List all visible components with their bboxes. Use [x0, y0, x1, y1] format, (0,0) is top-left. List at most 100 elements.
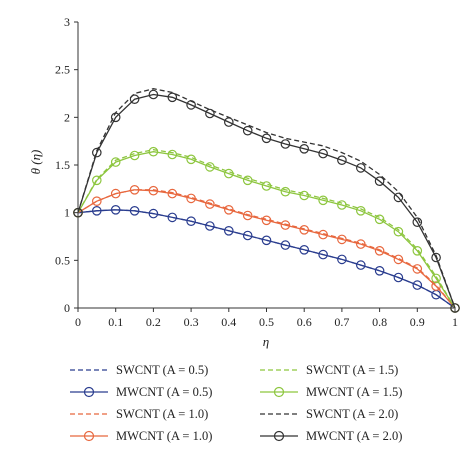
- series-7: [77, 88, 456, 309]
- data-point: [393, 192, 404, 203]
- legend-label: MWCNT (A = 1.5): [306, 385, 402, 399]
- data-point: [374, 214, 385, 225]
- data-point: [224, 117, 234, 127]
- legend-marker: [83, 430, 95, 442]
- data-point: [186, 100, 196, 110]
- axes: 0 0.1 0.2 0.3 0.4 0.5 0.6 0.7 0.8 0.9 1 0 0.5 1 1.5 2 2.…: [55, 15, 458, 329]
- data-point: [242, 175, 253, 186]
- data-point: [261, 215, 272, 226]
- y-tick-label: 1: [64, 206, 70, 220]
- legend-label: MWCNT (A = 2.0): [306, 429, 402, 443]
- data-point: [92, 147, 102, 158]
- legend-marker: [273, 430, 285, 442]
- data-point: [129, 94, 140, 104]
- data-point: [374, 265, 385, 276]
- data-point: [355, 163, 366, 173]
- data-point: [167, 212, 178, 223]
- data-point: [412, 217, 423, 227]
- legend-entry: SWCNT (A = 1.5): [260, 363, 398, 377]
- data-point: [280, 220, 291, 230]
- y-tick-label: 2.5: [55, 63, 70, 77]
- data-point: [261, 133, 272, 144]
- data-point: [318, 229, 328, 240]
- legend-entry: SWCNT (A = 0.5): [70, 363, 208, 377]
- legend-entry: SWCNT (A = 2.0): [260, 407, 398, 421]
- x-tick-label: 0.8: [372, 315, 387, 329]
- x-axis-label: η: [263, 334, 269, 349]
- y-axis-label: θ (η): [28, 150, 43, 175]
- series-line: [77, 209, 456, 309]
- data-point: [337, 234, 347, 245]
- data-point: [412, 280, 423, 290]
- data-point: [318, 249, 328, 260]
- data-point: [110, 188, 121, 199]
- legend-label: SWCNT (A = 0.5): [116, 363, 208, 377]
- data-point: [92, 196, 102, 206]
- data-point: [186, 216, 196, 226]
- x-tick-label: 0: [75, 315, 81, 329]
- legend-label: SWCNT (A = 1.0): [116, 407, 208, 421]
- data-point: [393, 226, 404, 237]
- data-point: [393, 254, 404, 265]
- data-point: [280, 240, 291, 250]
- data-point: [318, 148, 328, 159]
- data-point: [242, 210, 253, 221]
- data-point: [261, 181, 272, 191]
- y-tick-label: 0: [64, 301, 70, 315]
- y-tick-label: 1.5: [55, 158, 70, 172]
- data-point: [205, 199, 215, 209]
- x-tick-label: 0.4: [221, 315, 236, 329]
- y-tick-label: 0.5: [55, 253, 70, 267]
- data-point: [148, 208, 159, 219]
- data-point: [337, 254, 347, 265]
- data-point: [92, 206, 102, 216]
- series-line: [77, 151, 456, 309]
- series-6: [73, 146, 460, 313]
- data-point: [280, 186, 291, 197]
- data-point: [393, 272, 404, 283]
- x-tick-label: 0.2: [146, 315, 161, 329]
- legend: SWCNT (A = 0.5) MWCNT (A = 0.5) SWCNT (A =…: [70, 363, 402, 443]
- data-point: [148, 89, 159, 100]
- x-tick-label: 1: [452, 315, 458, 329]
- data-point: [167, 92, 178, 103]
- data-point: [73, 207, 83, 218]
- legend-label: SWCNT (A = 1.5): [306, 363, 398, 377]
- data-point: [224, 205, 234, 215]
- series-4: [73, 185, 460, 313]
- x-tick-label: 0.9: [410, 315, 425, 329]
- series-5: [77, 149, 456, 309]
- y-tick-label: 2: [64, 110, 70, 124]
- legend-entry: MWCNT (A = 1.0): [70, 429, 212, 443]
- legend-marker: [273, 386, 285, 398]
- data-point: [205, 108, 215, 119]
- legend-entry: MWCNT (A = 1.5): [260, 385, 402, 399]
- x-tick-label: 0.6: [297, 315, 312, 329]
- series-3: [77, 189, 456, 309]
- x-tick-label: 0.5: [259, 315, 274, 329]
- data-point: [205, 162, 215, 172]
- data-point: [355, 260, 366, 270]
- data-point: [148, 146, 159, 157]
- series-line: [77, 149, 456, 309]
- legend-entry: SWCNT (A = 1.0): [70, 407, 208, 421]
- data-point: [299, 144, 309, 154]
- data-point: [167, 149, 178, 160]
- data-point: [374, 246, 385, 256]
- series-line: [77, 88, 456, 309]
- legend-entry: MWCNT (A = 2.0): [260, 429, 402, 443]
- series-line: [77, 93, 456, 309]
- data-point: [110, 112, 121, 123]
- series-line: [77, 189, 456, 309]
- data-point: [129, 150, 140, 161]
- data-point: [412, 264, 423, 274]
- data-point: [224, 168, 234, 179]
- data-point: [242, 125, 253, 136]
- data-point: [431, 252, 441, 263]
- data-point: [129, 206, 140, 216]
- data-point: [412, 246, 423, 256]
- data-point: [167, 188, 178, 199]
- x-tick-label: 0.7: [334, 315, 349, 329]
- data-point: [129, 185, 140, 195]
